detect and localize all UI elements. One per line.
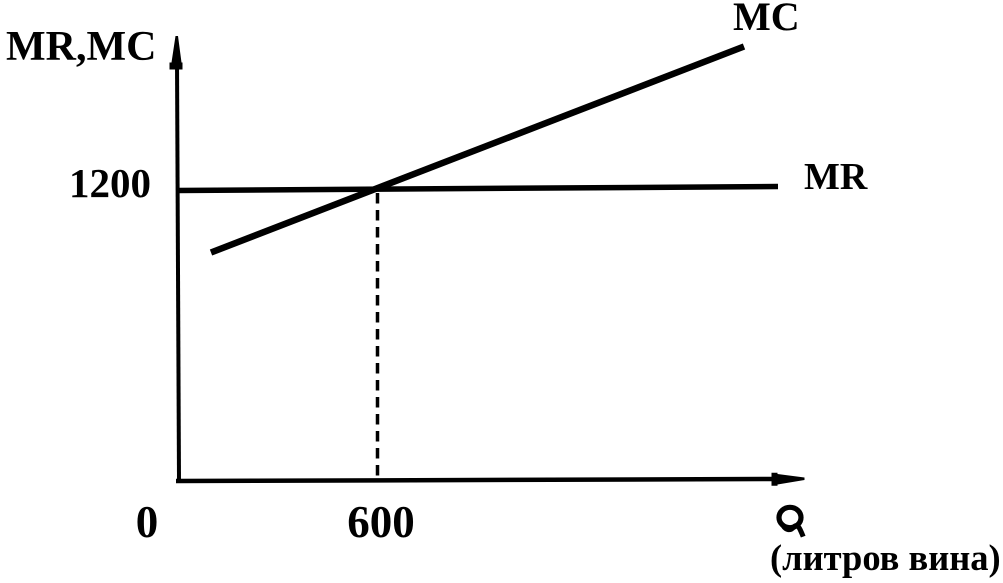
svg-text:MR,MC: MR,MC <box>6 24 156 70</box>
svg-text:0: 0 <box>136 497 159 547</box>
svg-text:600: 600 <box>347 497 415 547</box>
svg-text:MR: MR <box>804 156 868 198</box>
svg-text:(литров вина): (литров вина) <box>770 537 1001 578</box>
svg-text:1200: 1200 <box>69 160 151 206</box>
svg-text:MC: MC <box>733 0 800 39</box>
